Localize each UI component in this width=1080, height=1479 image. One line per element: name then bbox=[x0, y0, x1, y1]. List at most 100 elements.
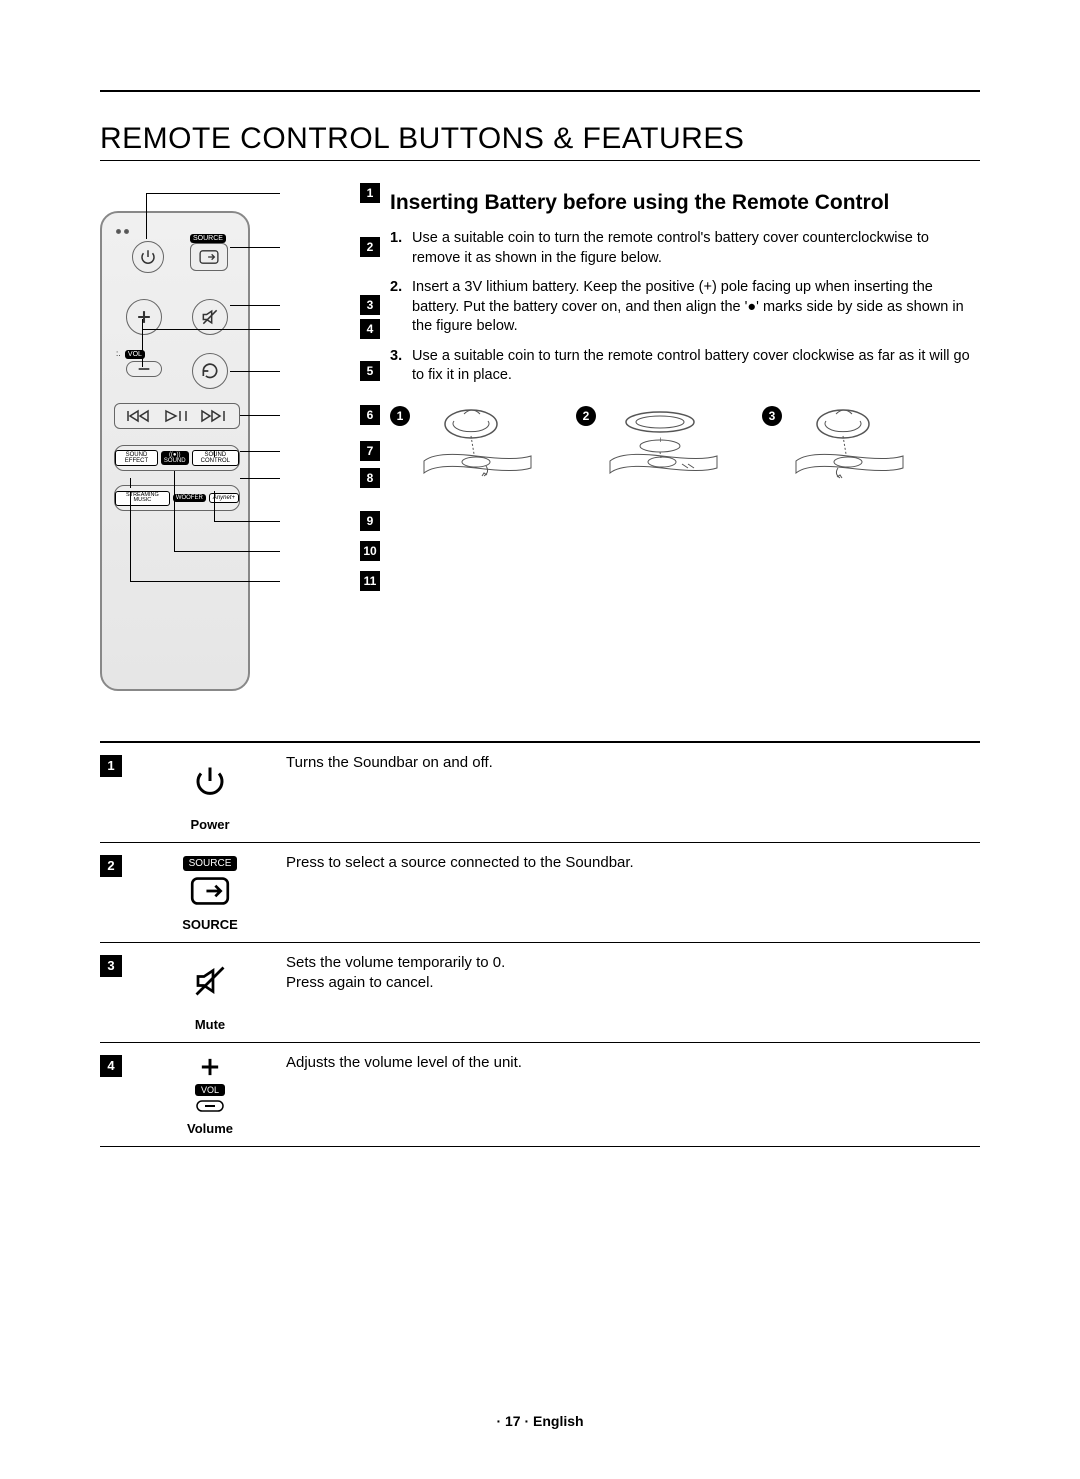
callout-5: 5 bbox=[360, 361, 380, 381]
callout-line bbox=[230, 247, 280, 248]
minus-icon bbox=[136, 365, 152, 373]
source-button-icon bbox=[190, 243, 228, 271]
callout-line bbox=[146, 193, 280, 194]
table-row: 2 SOURCE SOURCE Press to select a source… bbox=[100, 843, 980, 943]
battery-fig-3: 3 bbox=[762, 406, 908, 486]
vol-label-dot: :. VOL bbox=[116, 343, 145, 361]
title-rule bbox=[100, 160, 980, 161]
callout-line bbox=[174, 471, 175, 551]
mute-icon bbox=[200, 307, 220, 327]
row-desc: Turns the Soundbar on and off. bbox=[280, 753, 980, 832]
battery-svg-1 bbox=[416, 406, 536, 486]
callout-line bbox=[230, 371, 280, 372]
source-icon bbox=[198, 249, 220, 265]
remote-body: SOURCE :. VOL bbox=[100, 211, 250, 691]
callout-line bbox=[146, 193, 147, 239]
sound-effect-label: SOUND EFFECT bbox=[115, 450, 158, 466]
top-rule bbox=[100, 90, 980, 92]
callout-line bbox=[142, 329, 166, 330]
playback-controls bbox=[114, 403, 240, 429]
row-desc: Sets the volume temporarily to 0. Press … bbox=[280, 953, 980, 1032]
callout-line bbox=[166, 329, 280, 330]
callout-10: 10 bbox=[360, 541, 380, 561]
callout-line bbox=[130, 478, 131, 488]
callout-line bbox=[130, 581, 280, 582]
callout-2: 2 bbox=[360, 237, 380, 257]
sound-control-label: SOUND CONTROL bbox=[192, 450, 239, 466]
row-icon-col: Mute bbox=[140, 953, 280, 1032]
row-label: SOURCE bbox=[182, 917, 238, 932]
row-label: Power bbox=[190, 817, 229, 832]
callout-line bbox=[240, 478, 280, 479]
source-icon bbox=[188, 875, 232, 907]
steps-list: Use a suitable coin to turn the remote c… bbox=[390, 229, 980, 386]
row-label: Mute bbox=[195, 1017, 225, 1032]
section-title: REMOTE CONTROL BUTTONS & FEATURES bbox=[100, 122, 980, 156]
callout-6: 6 bbox=[360, 405, 380, 425]
row-num: 2 bbox=[100, 853, 140, 932]
callout-7: 7 bbox=[360, 441, 380, 461]
step-3: Use a suitable coin to turn the remote c… bbox=[390, 347, 980, 386]
circle-num-2: 2 bbox=[576, 406, 596, 426]
callout-line bbox=[240, 415, 280, 416]
callout-4: 4 bbox=[360, 319, 380, 339]
callout-line bbox=[214, 491, 215, 521]
remote-column: SOURCE :. VOL bbox=[100, 191, 350, 691]
callout-line bbox=[214, 521, 280, 522]
callout-line bbox=[174, 551, 280, 552]
circle-num-1: 1 bbox=[390, 406, 410, 426]
row-label: Volume bbox=[187, 1121, 233, 1136]
row-num: 1 bbox=[100, 753, 140, 832]
prev-icon bbox=[125, 409, 155, 423]
streaming-label: STREAMING MUSIC bbox=[115, 491, 170, 506]
indicator-dot bbox=[124, 229, 129, 234]
volume-down-button bbox=[126, 361, 162, 377]
callout-line bbox=[130, 491, 131, 581]
callout-line bbox=[230, 305, 280, 306]
row-desc: Adjusts the volume level of the unit. bbox=[280, 1053, 980, 1136]
woofer-label: WOOFER bbox=[173, 494, 206, 502]
battery-svg-2: + bbox=[602, 406, 722, 486]
main-columns: SOURCE :. VOL bbox=[100, 191, 980, 691]
instructions-column: Inserting Battery before using the Remot… bbox=[390, 191, 980, 691]
row-icon-col: SOURCE SOURCE bbox=[140, 853, 280, 932]
sound-row: SOUND EFFECT ((●))SOUND SOUND CONTROL bbox=[114, 445, 240, 471]
mute-icon bbox=[192, 963, 228, 999]
callout-line bbox=[240, 451, 280, 452]
power-button-icon bbox=[132, 241, 164, 273]
callout-11: 11 bbox=[360, 571, 380, 591]
row-icon-col: VOL Volume bbox=[140, 1053, 280, 1136]
plus-icon bbox=[196, 1053, 224, 1081]
power-icon bbox=[139, 248, 157, 266]
battery-diagrams: 1 2 + bbox=[390, 406, 980, 486]
bottom-row: STREAMING MUSIC WOOFER Anynet+ bbox=[114, 485, 240, 511]
circle-num-3: 3 bbox=[762, 406, 782, 426]
surround-label: ((●))SOUND bbox=[161, 451, 189, 465]
repeat-button bbox=[192, 353, 228, 389]
callout-8: 8 bbox=[360, 468, 380, 488]
row-icon-col: Power bbox=[140, 753, 280, 832]
callout-3: 3 bbox=[360, 295, 380, 315]
table-row: 4 VOL Volume Adjusts the volume level of… bbox=[100, 1043, 980, 1147]
page-footer: · 17 · English bbox=[0, 1413, 1080, 1429]
step-2: Insert a 3V lithium battery. Keep the po… bbox=[390, 278, 980, 337]
vol-badge: VOL bbox=[195, 1084, 225, 1096]
table-row: 1 Power Turns the Soundbar on and off. bbox=[100, 743, 980, 843]
table-row: 3 Mute Sets the volume temporarily to 0.… bbox=[100, 943, 980, 1043]
step-1: Use a suitable coin to turn the remote c… bbox=[390, 229, 980, 268]
source-badge: SOURCE bbox=[183, 856, 238, 871]
row-num: 3 bbox=[100, 953, 140, 1032]
power-icon bbox=[192, 763, 228, 799]
play-pause-icon bbox=[163, 409, 191, 423]
battery-fig-1: 1 bbox=[390, 406, 536, 486]
callout-line bbox=[142, 319, 143, 367]
remote-diagram: SOURCE :. VOL bbox=[100, 191, 330, 691]
subtitle: Inserting Battery before using the Remot… bbox=[390, 191, 980, 215]
callout-1: 1 bbox=[360, 183, 380, 203]
battery-svg-3 bbox=[788, 406, 908, 486]
feature-table: 1 Power Turns the Soundbar on and off. 2… bbox=[100, 741, 980, 1147]
minus-pill-icon bbox=[195, 1099, 225, 1113]
callout-line bbox=[214, 451, 215, 457]
plus-icon bbox=[134, 307, 154, 327]
row-num: 4 bbox=[100, 1053, 140, 1136]
